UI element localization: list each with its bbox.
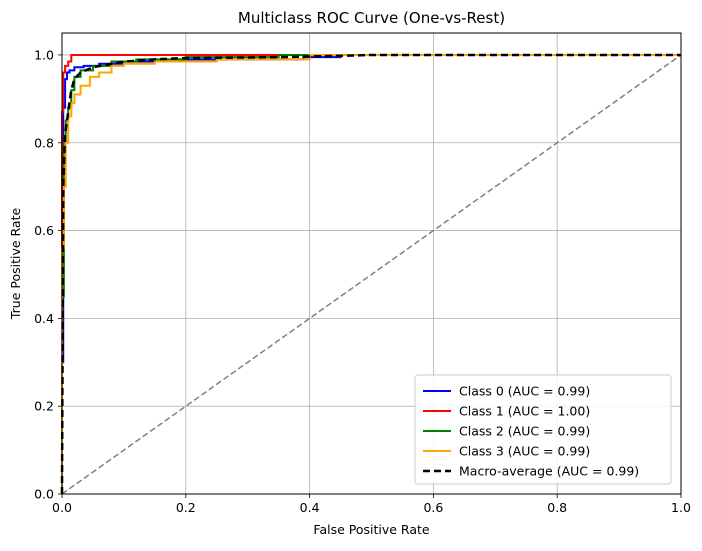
chart-title: Multiclass ROC Curve (One-vs-Rest) (238, 9, 505, 27)
x-tick-label: 0.8 (547, 500, 567, 515)
y-tick-label: 1.0 (34, 47, 54, 62)
y-axis-ticks: 0.0 0.2 0.4 0.6 0.8 1.0 (34, 47, 62, 502)
x-axis-ticks: 0.0 0.2 0.4 0.6 0.8 1.0 (52, 494, 691, 515)
y-tick-label: 0.4 (34, 311, 54, 326)
reference-diagonal-line (61, 54, 682, 495)
x-axis-label: False Positive Rate (313, 522, 429, 537)
x-tick-label: 0.6 (423, 500, 443, 515)
series-layer (60, 53, 681, 495)
y-tick-label: 0.2 (34, 399, 54, 414)
x-tick-label: 0.0 (52, 500, 72, 515)
y-tick-label: 0.8 (34, 135, 54, 150)
series-line-class-3-auc-0-99 (61, 53, 681, 494)
legend: Class 0 (AUC = 0.99) Class 1 (AUC = 1.00)… (414, 374, 672, 485)
reference-diagonal-layer (61, 54, 682, 495)
y-axis-label: True Positive Rate (8, 208, 23, 321)
x-tick-label: 0.4 (300, 500, 320, 515)
x-tick-label: 0.2 (176, 500, 196, 515)
y-tick-label: 0.0 (34, 487, 54, 502)
legend-label-class-0-auc-0-99: Class 0 (AUC = 0.99) (459, 384, 590, 399)
legend-label-class-1-auc-1-00: Class 1 (AUC = 1.00) (459, 404, 590, 419)
plot-frame (61, 32, 682, 495)
series-line-macro-average-auc-0-99 (60, 53, 681, 495)
legend-label-macro-average-auc-0-99: Macro-average (AUC = 0.99) (459, 464, 639, 479)
legend-label-class-2-auc-0-99: Class 2 (AUC = 0.99) (459, 424, 590, 439)
legend-label-class-3-auc-0-99: Class 3 (AUC = 0.99) (459, 444, 590, 459)
y-tick-label: 0.6 (34, 223, 54, 238)
legend-box (414, 374, 672, 485)
series-line-class-1-auc-1-00 (61, 53, 681, 494)
x-tick-label: 1.0 (671, 500, 691, 515)
